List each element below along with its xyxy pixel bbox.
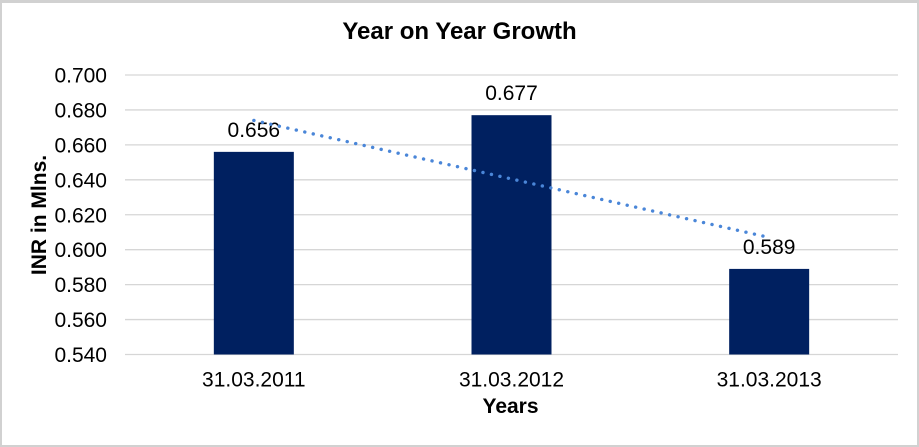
y-tick-label: 0.600 xyxy=(54,239,107,262)
y-tick-label: 0.580 xyxy=(54,274,107,297)
trendline xyxy=(252,118,771,240)
bar xyxy=(729,268,810,355)
y-tick-label: 0.680 xyxy=(54,99,107,122)
x-axis-title: Years xyxy=(482,395,539,418)
y-tick-label: 0.560 xyxy=(54,309,107,332)
bar-chart-plot: 0.540 0.560 0.580 0.600 0.620 0.640 0.660 0.680… xyxy=(54,65,898,392)
y-tick-label: 0.540 xyxy=(54,344,107,367)
y-tick-label: 0.620 xyxy=(54,204,107,227)
bar xyxy=(471,115,552,355)
x-category-label: 31.03.2013 xyxy=(717,369,822,392)
y-tick-label: 0.700 xyxy=(54,65,107,88)
bar-data-label: 0.677 xyxy=(485,82,538,105)
bar-data-label: 0.656 xyxy=(228,119,281,142)
x-category-label: 31.03.2011 xyxy=(202,369,306,392)
y-axis-title: INR in Mlns. xyxy=(28,154,51,276)
y-tick-label: 0.640 xyxy=(54,169,107,192)
y-tick-label: 0.660 xyxy=(54,134,107,157)
x-category-label: 31.03.2012 xyxy=(459,369,564,392)
chart-title: Year on Year Growth xyxy=(342,18,577,45)
bar xyxy=(213,151,294,355)
bar-data-label: 0.589 xyxy=(743,236,796,259)
